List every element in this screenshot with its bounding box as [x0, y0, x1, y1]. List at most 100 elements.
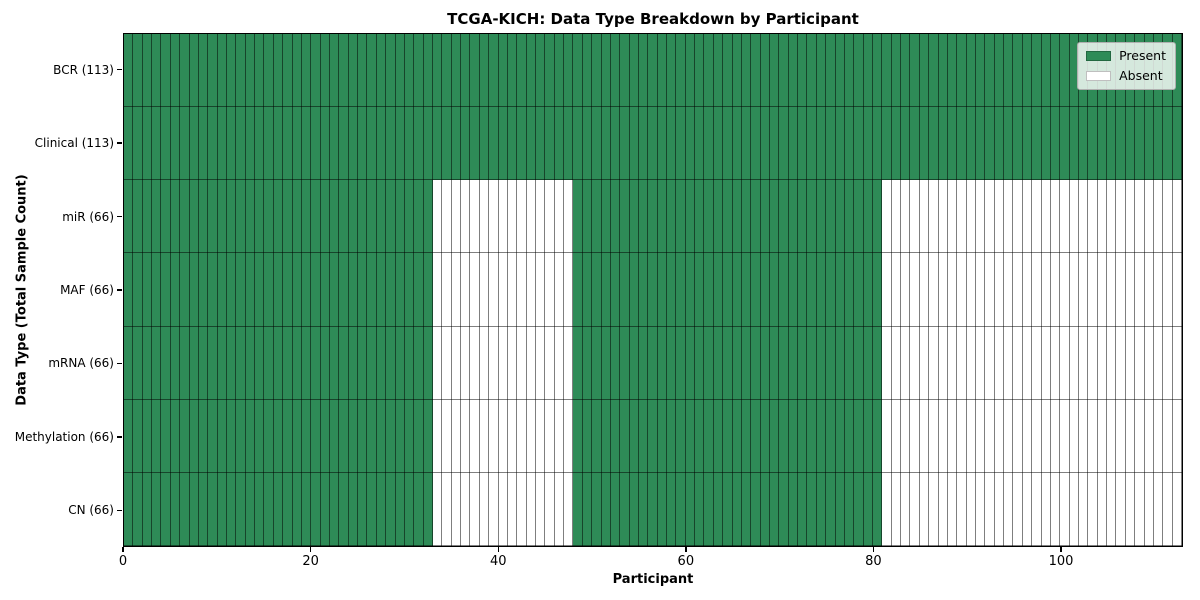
heatmap-cell-present: [404, 34, 415, 108]
heatmap-cell-present: [423, 34, 433, 108]
heatmap-cell-present: [161, 399, 171, 473]
heatmap-cell-absent: [489, 253, 499, 327]
heatmap-cell-present: [807, 399, 817, 473]
heatmap-cell-absent: [470, 253, 480, 327]
heatmap-cell-present: [386, 107, 396, 181]
heatmap-cell-present: [629, 326, 639, 400]
heatmap-cell-absent: [498, 180, 508, 254]
heatmap-cell-absent: [929, 180, 939, 254]
heatmap-cell-present: [919, 107, 930, 181]
heatmap-cell-absent: [1107, 326, 1117, 400]
heatmap-cell-absent: [1088, 472, 1098, 546]
heatmap-cell-absent: [1088, 399, 1098, 473]
heatmap-cell-present: [873, 107, 883, 181]
heatmap-cell-absent: [1116, 326, 1126, 400]
heatmap-cell-present: [170, 472, 181, 546]
heatmap-cell-present: [788, 34, 799, 108]
heatmap-cell-present: [676, 326, 686, 400]
heatmap-cell-absent: [1172, 472, 1182, 546]
heatmap-cell-present: [854, 107, 864, 181]
heatmap-cell-present: [835, 399, 845, 473]
heatmap-cell-present: [339, 326, 349, 400]
heatmap-cell-present: [208, 253, 218, 327]
heatmap-cell-present: [329, 34, 340, 108]
heatmap-cell-present: [217, 326, 227, 400]
heatmap-cell-absent: [470, 472, 480, 546]
heatmap-cell-present: [395, 180, 405, 254]
heatmap-cell-present: [648, 180, 658, 254]
heatmap-cell-present: [1041, 34, 1051, 108]
heatmap-cell-present: [863, 253, 874, 327]
heatmap-cell-present: [704, 253, 714, 327]
heatmap-cell-present: [255, 253, 265, 327]
heatmap-cell-present: [844, 326, 855, 400]
heatmap-cell-present: [760, 180, 771, 254]
heatmap-cell-present: [638, 326, 649, 400]
heatmap-cell-present: [657, 326, 668, 400]
heatmap-cell-absent: [1172, 180, 1182, 254]
heatmap-cell-absent: [976, 326, 986, 400]
heatmap-cell-absent: [1125, 326, 1136, 400]
heatmap-cell-present: [161, 107, 171, 181]
heatmap-cell-present: [311, 180, 321, 254]
heatmap-cell-present: [329, 399, 340, 473]
heatmap-cell-absent: [1060, 326, 1070, 400]
heatmap-cell-present: [386, 180, 396, 254]
heatmap-cell-present: [226, 326, 237, 400]
heatmap-cell-present: [966, 107, 977, 181]
heatmap-cell-present: [489, 107, 499, 181]
heatmap-cell-present: [601, 180, 611, 254]
heatmap-cell-present: [685, 472, 696, 546]
heatmap-cell-absent: [910, 326, 920, 400]
heatmap-cell-present: [404, 399, 415, 473]
heatmap-cell-present: [582, 399, 593, 473]
heatmap-cell-absent: [1172, 399, 1182, 473]
heatmap-cell-present: [826, 34, 836, 108]
heatmap-cell-absent: [882, 326, 892, 400]
heatmap-cell-present: [142, 253, 153, 327]
heatmap-cell-present: [301, 253, 312, 327]
heatmap-cell-present: [273, 34, 284, 108]
heatmap-cell-present: [423, 180, 433, 254]
heatmap-cell-present: [779, 180, 789, 254]
heatmap-cell-present: [152, 326, 162, 400]
heatmap-cell-absent: [947, 472, 958, 546]
heatmap-cell-absent: [882, 472, 892, 546]
heatmap-cell-absent: [1116, 472, 1126, 546]
heatmap-cell-absent: [891, 253, 902, 327]
heatmap-cell-present: [863, 34, 874, 108]
heatmap-cell-present: [910, 34, 920, 108]
heatmap-cell-present: [198, 399, 209, 473]
heatmap-cell-present: [816, 34, 827, 108]
heatmap-cell-absent: [985, 399, 995, 473]
heatmap-cell-present: [929, 34, 939, 108]
heatmap-cell-present: [610, 34, 621, 108]
heatmap-cell-present: [507, 34, 518, 108]
heatmap-cell-absent: [1060, 253, 1070, 327]
heatmap-cell-present: [685, 34, 696, 108]
heatmap-cell-present: [451, 107, 462, 181]
heatmap-cell-present: [498, 107, 508, 181]
heatmap-cell-present: [638, 399, 649, 473]
heatmap-cell-present: [648, 34, 658, 108]
heatmap-cell-present: [226, 253, 237, 327]
heatmap-cell-present: [226, 472, 237, 546]
heatmap-cell-absent: [564, 472, 574, 546]
heatmap-cell-present: [208, 399, 218, 473]
heatmap-cell-present: [339, 34, 349, 108]
heatmap-cell-present: [620, 472, 630, 546]
heatmap-cell-absent: [507, 253, 518, 327]
heatmap-cell-present: [124, 180, 134, 254]
heatmap-cell-present: [592, 180, 602, 254]
heatmap-cell-present: [732, 180, 742, 254]
heatmap-cell-present: [273, 107, 284, 181]
heatmap-cell-absent: [1107, 253, 1117, 327]
heatmap-cell-absent: [1088, 253, 1098, 327]
heatmap-cell-present: [760, 399, 771, 473]
heatmap-cell-absent: [1125, 399, 1136, 473]
heatmap-cell-present: [826, 399, 836, 473]
heatmap-cell-present: [676, 107, 686, 181]
heatmap-cell-present: [339, 180, 349, 254]
heatmap-cell-present: [161, 326, 171, 400]
heatmap-cell-present: [226, 399, 237, 473]
